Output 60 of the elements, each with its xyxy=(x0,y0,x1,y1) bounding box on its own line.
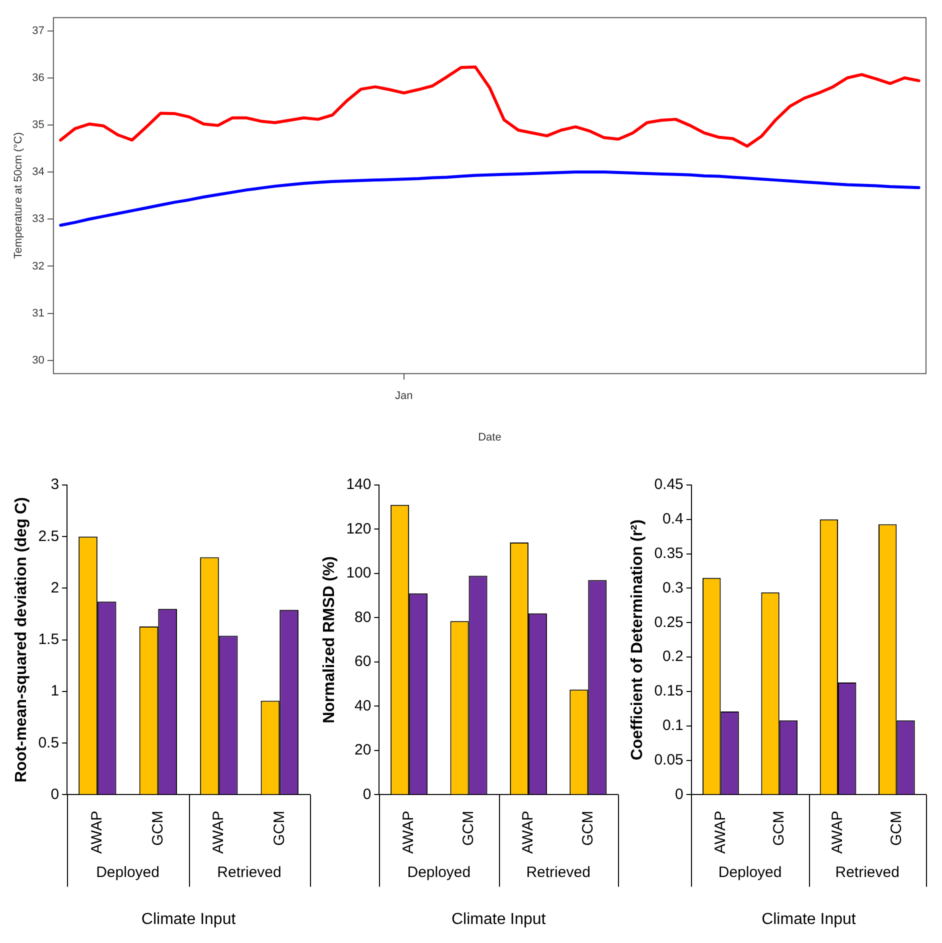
x-axis-title: Climate Input xyxy=(451,910,546,928)
y-axis-title: Coefficient of Determination (r²) xyxy=(629,519,646,760)
y-tick-label: 140 xyxy=(346,476,372,494)
x-tick-label: AWAP xyxy=(210,810,228,854)
y-tick-label: 20 xyxy=(354,742,372,759)
y-tick-label: 0.1 xyxy=(662,717,684,734)
y-tick-label: 36 xyxy=(32,72,44,84)
y-tick-label: 31 xyxy=(32,307,44,320)
text: Deployed xyxy=(96,864,160,881)
y-tick-label: 1.5 xyxy=(38,631,60,648)
y-tick-label: 32 xyxy=(32,260,44,272)
y-tick-label: 3 xyxy=(50,476,60,494)
text: Retrieved xyxy=(217,864,282,881)
x-axis-title: Date xyxy=(478,431,502,444)
y-tick-label: 30 xyxy=(32,354,44,366)
y-axis-title: Normalized RMSD (%) xyxy=(321,556,338,724)
y-tick-label: 0.25 xyxy=(654,614,684,631)
x-tick-label: AWAP xyxy=(712,810,729,854)
y-axis-title: Root-mean-squared deviation (deg C) xyxy=(13,497,30,783)
x-tick-label: GCM xyxy=(888,810,905,846)
x-tick-label: GCM xyxy=(270,810,288,846)
text: Deployed xyxy=(718,864,782,881)
y-tick-label: 0.35 xyxy=(654,544,684,562)
x-tick-label: GCM xyxy=(460,810,477,846)
y-tick-label: 0.4 xyxy=(662,510,684,528)
x-tick-label: AWAP xyxy=(520,810,537,854)
y-tick-label: 34 xyxy=(32,166,44,178)
y-tick-label: 0 xyxy=(50,786,60,803)
x-axis-title: Climate Input xyxy=(141,910,236,928)
y-tick-label: 100 xyxy=(346,564,372,582)
y-tick-label: 0.15 xyxy=(654,682,684,700)
text: Retrieved xyxy=(835,864,900,881)
text: Deployed xyxy=(407,864,471,881)
y-tick-label: 0.05 xyxy=(654,751,684,768)
x-tick-label: GCM xyxy=(770,810,788,846)
y-tick-label: 1 xyxy=(50,682,60,700)
x-axis-title: Climate Input xyxy=(762,910,856,928)
y-tick-label: 0.2 xyxy=(662,648,684,666)
y-tick-label: 0.45 xyxy=(654,476,684,494)
y-tick-label: 0 xyxy=(675,786,684,803)
y-tick-label: 40 xyxy=(354,697,372,714)
y-tick-label: 0.3 xyxy=(662,579,684,596)
y-tick-label: 2.5 xyxy=(38,528,60,545)
x-tick-label: AWAP xyxy=(829,810,846,854)
y-tick-label: 60 xyxy=(354,653,372,670)
y-tick-label: 33 xyxy=(32,213,44,226)
y-tick-label: 0.5 xyxy=(38,734,60,752)
y-tick-label: 2 xyxy=(50,579,60,596)
y-axis-title: Temperature at 50cm (°C) xyxy=(12,132,25,259)
text: Retrieved xyxy=(526,864,590,881)
y-tick-label: 120 xyxy=(346,520,372,538)
y-tick-label: 0 xyxy=(362,786,372,803)
y-tick-label: 80 xyxy=(354,608,372,626)
x-tick-label: GCM xyxy=(579,810,596,846)
y-tick-label: 37 xyxy=(32,24,44,37)
y-tick-label: 35 xyxy=(32,118,44,131)
x-tick-label: Jan xyxy=(395,390,413,402)
x-tick-label: GCM xyxy=(149,810,166,846)
x-tick-label: AWAP xyxy=(400,810,418,854)
x-tick-label: AWAP xyxy=(88,810,106,854)
